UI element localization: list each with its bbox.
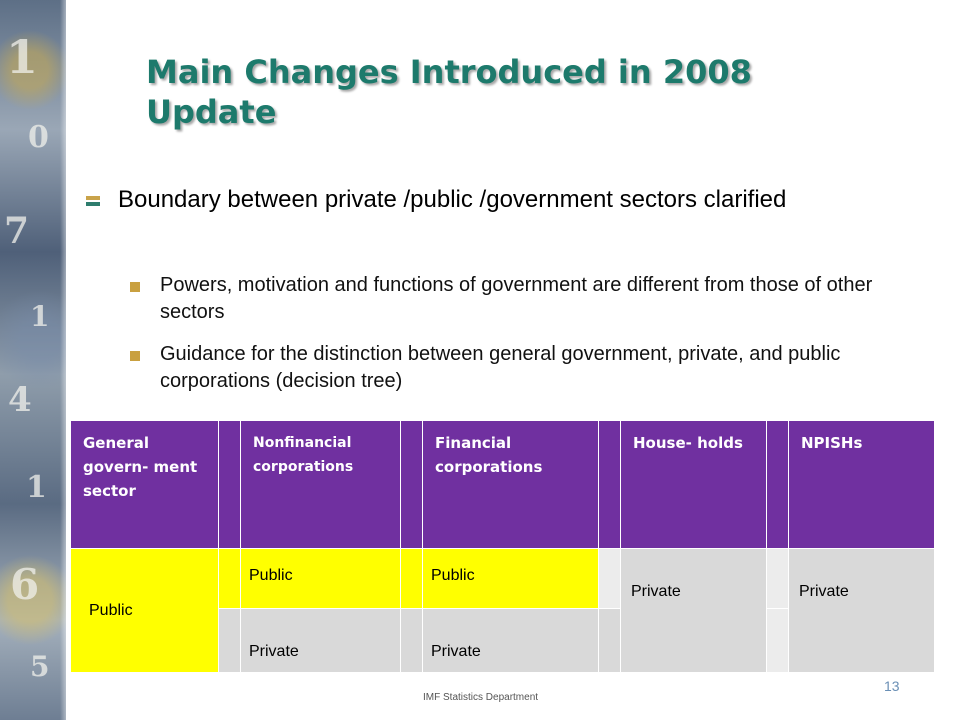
general-government-cell: Public: [70, 548, 219, 673]
decision-tree-table: General govern- ment sector Nonfinancial…: [70, 420, 935, 673]
page-number: 13: [884, 678, 900, 694]
square-bullet-icon: [130, 282, 140, 292]
sub-bullet: Powers, motivation and functions of gove…: [160, 274, 873, 323]
header-spacer: [400, 420, 423, 549]
main-bullet: Boundary between private /public /govern…: [118, 186, 787, 213]
private-spacer: [218, 608, 241, 673]
decorative-digit: 7: [4, 210, 30, 252]
decorative-digit: 4: [8, 380, 32, 420]
financial-public-cell: Public: [422, 548, 599, 609]
header-households: House- holds: [620, 420, 767, 549]
decorative-digit: 1: [6, 30, 39, 84]
decorative-digit: 0: [28, 120, 49, 155]
financial-private-cell: Private: [422, 608, 599, 673]
households-spacer: [598, 548, 621, 609]
decorative-digit: 6: [10, 560, 40, 609]
footer-text: IMF Statistics Department: [423, 692, 539, 703]
npishs-spacer: [766, 548, 789, 609]
decorative-side-image: 1 0 7 1 4 1 6 5: [0, 0, 66, 720]
nonfinancial-public-cell: Public: [240, 548, 401, 609]
public-spacer: [218, 548, 241, 609]
header-general-government: General govern- ment sector: [70, 420, 219, 549]
header-spacer: [218, 420, 241, 549]
page-title: Main Changes Introduced in 2008 Update: [146, 53, 752, 131]
private-spacer: [400, 608, 423, 673]
bullet-icon: [86, 196, 100, 208]
npishs-private-cell: Private: [788, 548, 935, 673]
nonfinancial-private-cell: Private: [240, 608, 401, 673]
public-spacer: [400, 548, 423, 609]
square-bullet-icon: [130, 351, 140, 361]
header-npishs: NPISHs: [788, 420, 935, 549]
header-spacer: [598, 420, 621, 549]
header-spacer: [766, 420, 789, 549]
npishs-spacer: [766, 608, 789, 673]
decorative-digit: 5: [30, 650, 50, 683]
decorative-digit: 1: [30, 300, 50, 333]
header-financial: Financial corporations: [422, 420, 599, 549]
header-nonfinancial: Nonfinancial corporations: [240, 420, 401, 549]
decorative-digit: 1: [26, 470, 47, 505]
private-spacer: [598, 608, 621, 673]
households-private-cell: Private: [620, 548, 767, 673]
sub-bullet: Guidance for the distinction between gen…: [160, 343, 841, 392]
